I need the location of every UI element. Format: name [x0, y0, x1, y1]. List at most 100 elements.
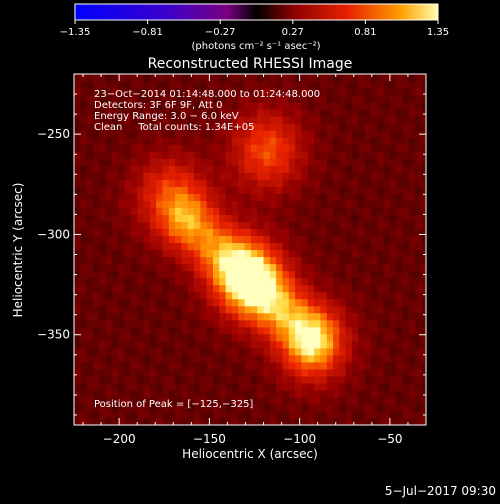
- heatmap-cell: [194, 88, 201, 96]
- heatmap-cell: [250, 165, 258, 173]
- heatmap-cell: [92, 417, 100, 425]
- heatmap-cell: [130, 291, 138, 300]
- heatmap-cell: [257, 319, 265, 328]
- heatmap-cell: [320, 256, 328, 265]
- heatmap-cell: [175, 179, 183, 187]
- heatmap-cell: [333, 228, 340, 237]
- heatmap-cell: [326, 375, 334, 384]
- heatmap-cell: [74, 403, 81, 412]
- heatmap-cell: [137, 249, 145, 258]
- heatmap-cell: [396, 375, 404, 384]
- heatmap-cell: [269, 263, 277, 272]
- heatmap-cell: [257, 116, 265, 124]
- heatmap-cell: [326, 151, 334, 159]
- heatmap-cell: [74, 207, 81, 215]
- heatmap-cell: [377, 228, 385, 237]
- heatmap-cell: [396, 186, 404, 194]
- heatmap-cell: [137, 326, 145, 335]
- heatmap-cell: [408, 298, 416, 307]
- heatmap-cell: [263, 200, 271, 208]
- heatmap-cell: [105, 249, 113, 258]
- heatmap-cell: [92, 137, 100, 145]
- heatmap-cell: [408, 375, 416, 384]
- heatmap-cell: [345, 172, 353, 180]
- heatmap-cell: [415, 403, 423, 412]
- heatmap-cell: [105, 256, 113, 265]
- heatmap-cell: [124, 354, 132, 363]
- heatmap-cell: [225, 284, 233, 293]
- heatmap-cell: [162, 179, 170, 187]
- heatmap-cell: [92, 263, 100, 272]
- heatmap-cell: [396, 277, 404, 286]
- heatmap-cell: [389, 179, 397, 187]
- heatmap-cell: [200, 340, 208, 349]
- heatmap-cell: [263, 270, 271, 279]
- heatmap-cell: [396, 88, 404, 96]
- heatmap-cell: [276, 368, 284, 377]
- heatmap-cell: [244, 249, 252, 258]
- heatmap-cell: [276, 305, 284, 314]
- heatmap-cell: [118, 88, 126, 96]
- heatmap-cell: [225, 102, 233, 110]
- heatmap-cell: [156, 403, 164, 412]
- heatmap-cell: [206, 207, 214, 215]
- heatmap-cell: [74, 123, 81, 131]
- heatmap-cell: [212, 235, 220, 244]
- heatmap-cell: [326, 242, 334, 251]
- heatmap-cell: [370, 207, 378, 215]
- heatmap-cell: [288, 333, 296, 342]
- heatmap-cell: [80, 214, 88, 223]
- heatmap-cell: [339, 137, 347, 145]
- heatmap-cell: [358, 340, 366, 349]
- heatmap-cell: [200, 242, 208, 251]
- heatmap-cell: [156, 144, 164, 152]
- heatmap-cell: [80, 158, 88, 166]
- heatmap-cell: [181, 200, 189, 208]
- heatmap-cell: [314, 326, 321, 335]
- heatmap-cell: [358, 277, 366, 286]
- heatmap-cell: [212, 186, 220, 194]
- heatmap-cell: [105, 137, 113, 145]
- heatmap-cell: [137, 179, 145, 187]
- heatmap-cell: [92, 305, 100, 314]
- heatmap-cell: [421, 207, 426, 215]
- heatmap-cell: [364, 249, 372, 258]
- heatmap-cell: [396, 214, 404, 223]
- heatmap-cell: [80, 144, 88, 152]
- heatmap-cell: [105, 95, 113, 103]
- heatmap-cell: [263, 151, 271, 159]
- heatmap-cell: [206, 263, 214, 272]
- heatmap-cell: [408, 270, 416, 279]
- heatmap-cell: [86, 256, 94, 265]
- heatmap-cell: [301, 347, 309, 356]
- heatmap-cell: [149, 130, 157, 138]
- heatmap-cell: [295, 312, 303, 321]
- heatmap-cell: [194, 172, 201, 180]
- heatmap-cell: [263, 249, 271, 258]
- heatmap-cell: [339, 249, 347, 258]
- heatmap-cell: [276, 410, 284, 419]
- heatmap-cell: [326, 172, 334, 180]
- heatmap-cell: [326, 137, 334, 145]
- heatmap-cell: [364, 172, 372, 180]
- heatmap-cell: [99, 144, 107, 152]
- heatmap-cell: [301, 193, 309, 201]
- heatmap-cell: [314, 319, 321, 328]
- heatmap-cell: [415, 228, 423, 237]
- heatmap-cell: [377, 158, 385, 166]
- heatmap-cell: [314, 116, 321, 124]
- heatmap-cell: [282, 214, 290, 223]
- heatmap-cell: [206, 298, 214, 307]
- heatmap-cell: [212, 389, 220, 398]
- heatmap-cell: [257, 186, 265, 194]
- heatmap-cell: [333, 389, 340, 398]
- heatmap-cell: [181, 368, 189, 377]
- heatmap-cell: [320, 410, 328, 419]
- heatmap-cell: [130, 284, 138, 293]
- heatmap-cell: [364, 242, 372, 251]
- heatmap-cell: [269, 396, 277, 405]
- heatmap-cell: [421, 312, 426, 321]
- heatmap-cell: [74, 256, 81, 265]
- heatmap-cell: [194, 396, 201, 405]
- heatmap-cell: [320, 340, 328, 349]
